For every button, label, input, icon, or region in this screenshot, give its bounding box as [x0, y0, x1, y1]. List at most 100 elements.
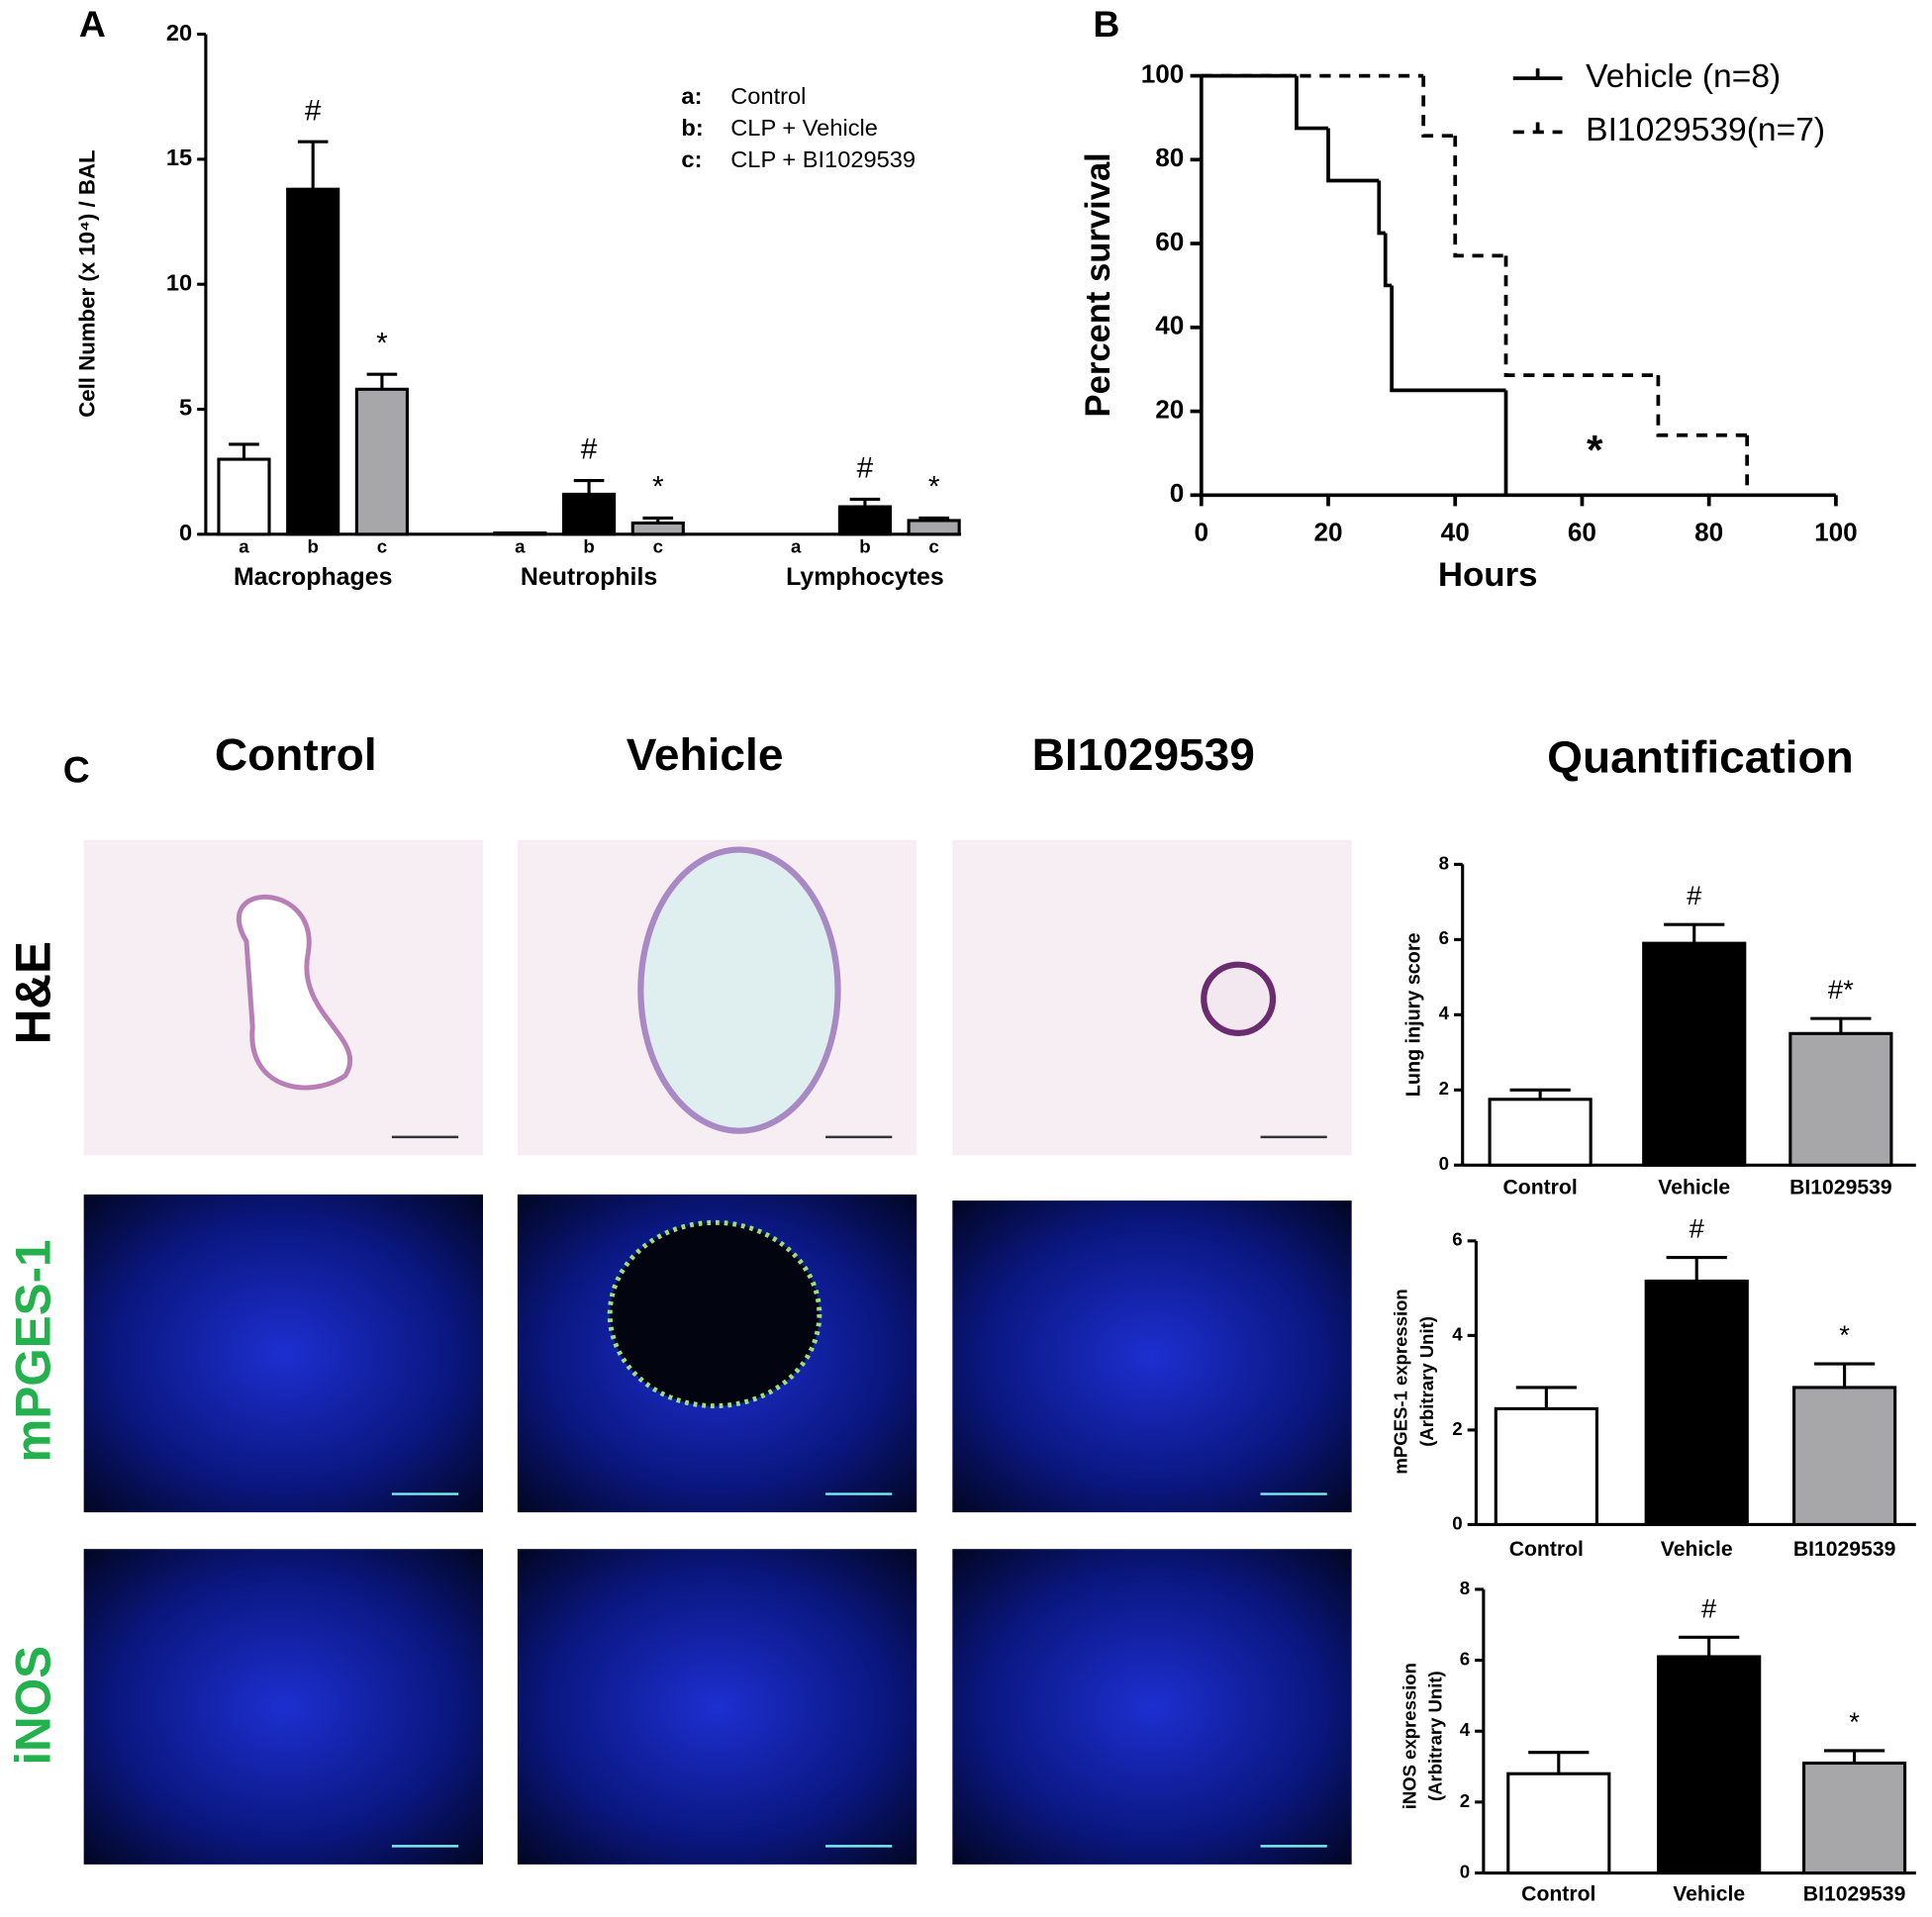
survival-step [1295, 75, 1328, 131]
bar-sublabel: a [239, 535, 249, 556]
legend-label: BI1029539(n=7) [1586, 112, 1825, 148]
error-bar [1813, 1362, 1876, 1388]
bar [354, 387, 409, 536]
significance-marker: #* [1828, 974, 1854, 1005]
x-tick-label: Control [1509, 1538, 1584, 1561]
x-tick-label: Lymphocytes [786, 564, 944, 591]
micrograph-detail [237, 894, 353, 1091]
significance-marker: # [581, 433, 598, 466]
legend-label: Control [730, 83, 806, 109]
row-label: mPGES-1 [5, 1239, 60, 1462]
micrograph-detail [637, 846, 841, 1134]
x-tick-label: 80 [1694, 518, 1723, 547]
error-bar [297, 140, 329, 190]
x-tick-label: Control [1503, 1176, 1578, 1198]
x-tick-label: Control [1521, 1882, 1595, 1905]
bar [1792, 1386, 1897, 1527]
micrograph-detail [607, 1219, 822, 1409]
error-bar [1810, 1016, 1872, 1034]
error-bar [573, 478, 605, 495]
error-bar [1679, 1635, 1740, 1657]
bar-sublabel: a [515, 535, 526, 556]
bar [1488, 1098, 1593, 1167]
bar [1494, 1406, 1598, 1527]
legend-label: CLP + BI1029539 [730, 146, 916, 172]
y-tick-label: 8 [1439, 852, 1449, 873]
x-tick-label: Vehicle [1658, 1176, 1730, 1198]
legend-label: Vehicle (n=8) [1586, 58, 1781, 95]
y-tick-label: 6 [1452, 1229, 1462, 1250]
significance-marker: # [857, 452, 874, 485]
bar [561, 492, 617, 536]
significance-marker: * [652, 471, 664, 504]
micrograph [83, 1549, 483, 1865]
survival-step [1503, 255, 1659, 377]
y-tick-label: 8 [1460, 1578, 1470, 1598]
x-tick-label: BI1029539 [1803, 1882, 1906, 1905]
bar [286, 187, 340, 536]
error-bar [849, 497, 881, 508]
x-tick-label: 0 [1195, 518, 1209, 547]
error-bar [642, 516, 674, 524]
y-tick-label: 4 [1460, 1719, 1471, 1740]
row-label: H&E [5, 941, 60, 1044]
y-axis-label: (Arbitrary Unit) [1424, 1671, 1445, 1801]
y-tick-label: 2 [1439, 1078, 1449, 1099]
significance-marker: * [928, 471, 940, 504]
bar [1506, 1772, 1611, 1875]
survival-step [1390, 285, 1506, 393]
x-tick-label: 20 [1313, 518, 1342, 547]
x-tick-label: 60 [1568, 518, 1596, 547]
y-tick-label: 15 [166, 144, 192, 170]
y-tick-label: 6 [1439, 927, 1449, 948]
bar-sublabel: c [377, 535, 387, 556]
y-tick-label: 0 [1439, 1153, 1449, 1174]
error-bar [229, 442, 259, 460]
panel-label: A [79, 3, 106, 45]
bar-sublabel: a [791, 535, 802, 556]
x-tick-label: BI1029539 [1793, 1538, 1896, 1561]
legend-key: b: [681, 115, 703, 141]
bar [1642, 941, 1747, 1167]
error-bar [1664, 922, 1725, 944]
y-axis-label: Cell Number (x 10⁴) / BAL [74, 149, 99, 417]
x-tick-label: BI1029539 [1789, 1176, 1892, 1198]
y-tick-label: 2 [1460, 1790, 1470, 1811]
bar [217, 457, 271, 536]
y-axis-label: Lung injury score [1402, 932, 1424, 1097]
y-tick-label: 0 [1452, 1512, 1462, 1533]
legend-key: c: [681, 146, 702, 172]
micrograph [83, 1194, 483, 1513]
annotation: * [1587, 427, 1603, 473]
survival-step [1326, 128, 1380, 183]
bar-sublabel: c [653, 535, 663, 556]
bar [630, 521, 685, 536]
bar [907, 519, 961, 536]
bar [1788, 1031, 1893, 1167]
bar-sublabel: b [859, 535, 870, 556]
micrograph [952, 1549, 1352, 1865]
error-bar [1515, 1386, 1577, 1409]
bar [493, 531, 547, 536]
y-tick-label: 4 [1439, 1003, 1450, 1023]
survival-step [1656, 375, 1748, 437]
bar [837, 505, 892, 536]
error-bar [1528, 1751, 1590, 1774]
error-bar [1666, 1256, 1727, 1282]
significance-marker: # [1690, 1213, 1705, 1244]
bar [1801, 1761, 1907, 1875]
panel-label: B [1093, 3, 1119, 45]
y-tick-label: 2 [1452, 1418, 1462, 1439]
significance-marker: * [376, 327, 388, 359]
x-tick-label: 40 [1441, 518, 1470, 547]
y-tick-label: 10 [166, 269, 192, 295]
bar-sublabel: b [308, 535, 319, 556]
y-tick-label: 0 [1460, 1861, 1470, 1881]
y-tick-label: 0 [1170, 478, 1185, 508]
y-axis-label: (Arbitrary Unit) [1416, 1316, 1437, 1447]
y-tick-label: 20 [166, 20, 192, 46]
significance-marker: * [1849, 1706, 1860, 1737]
column-title: Control [215, 728, 377, 780]
x-tick-label: Macrophages [234, 564, 392, 591]
